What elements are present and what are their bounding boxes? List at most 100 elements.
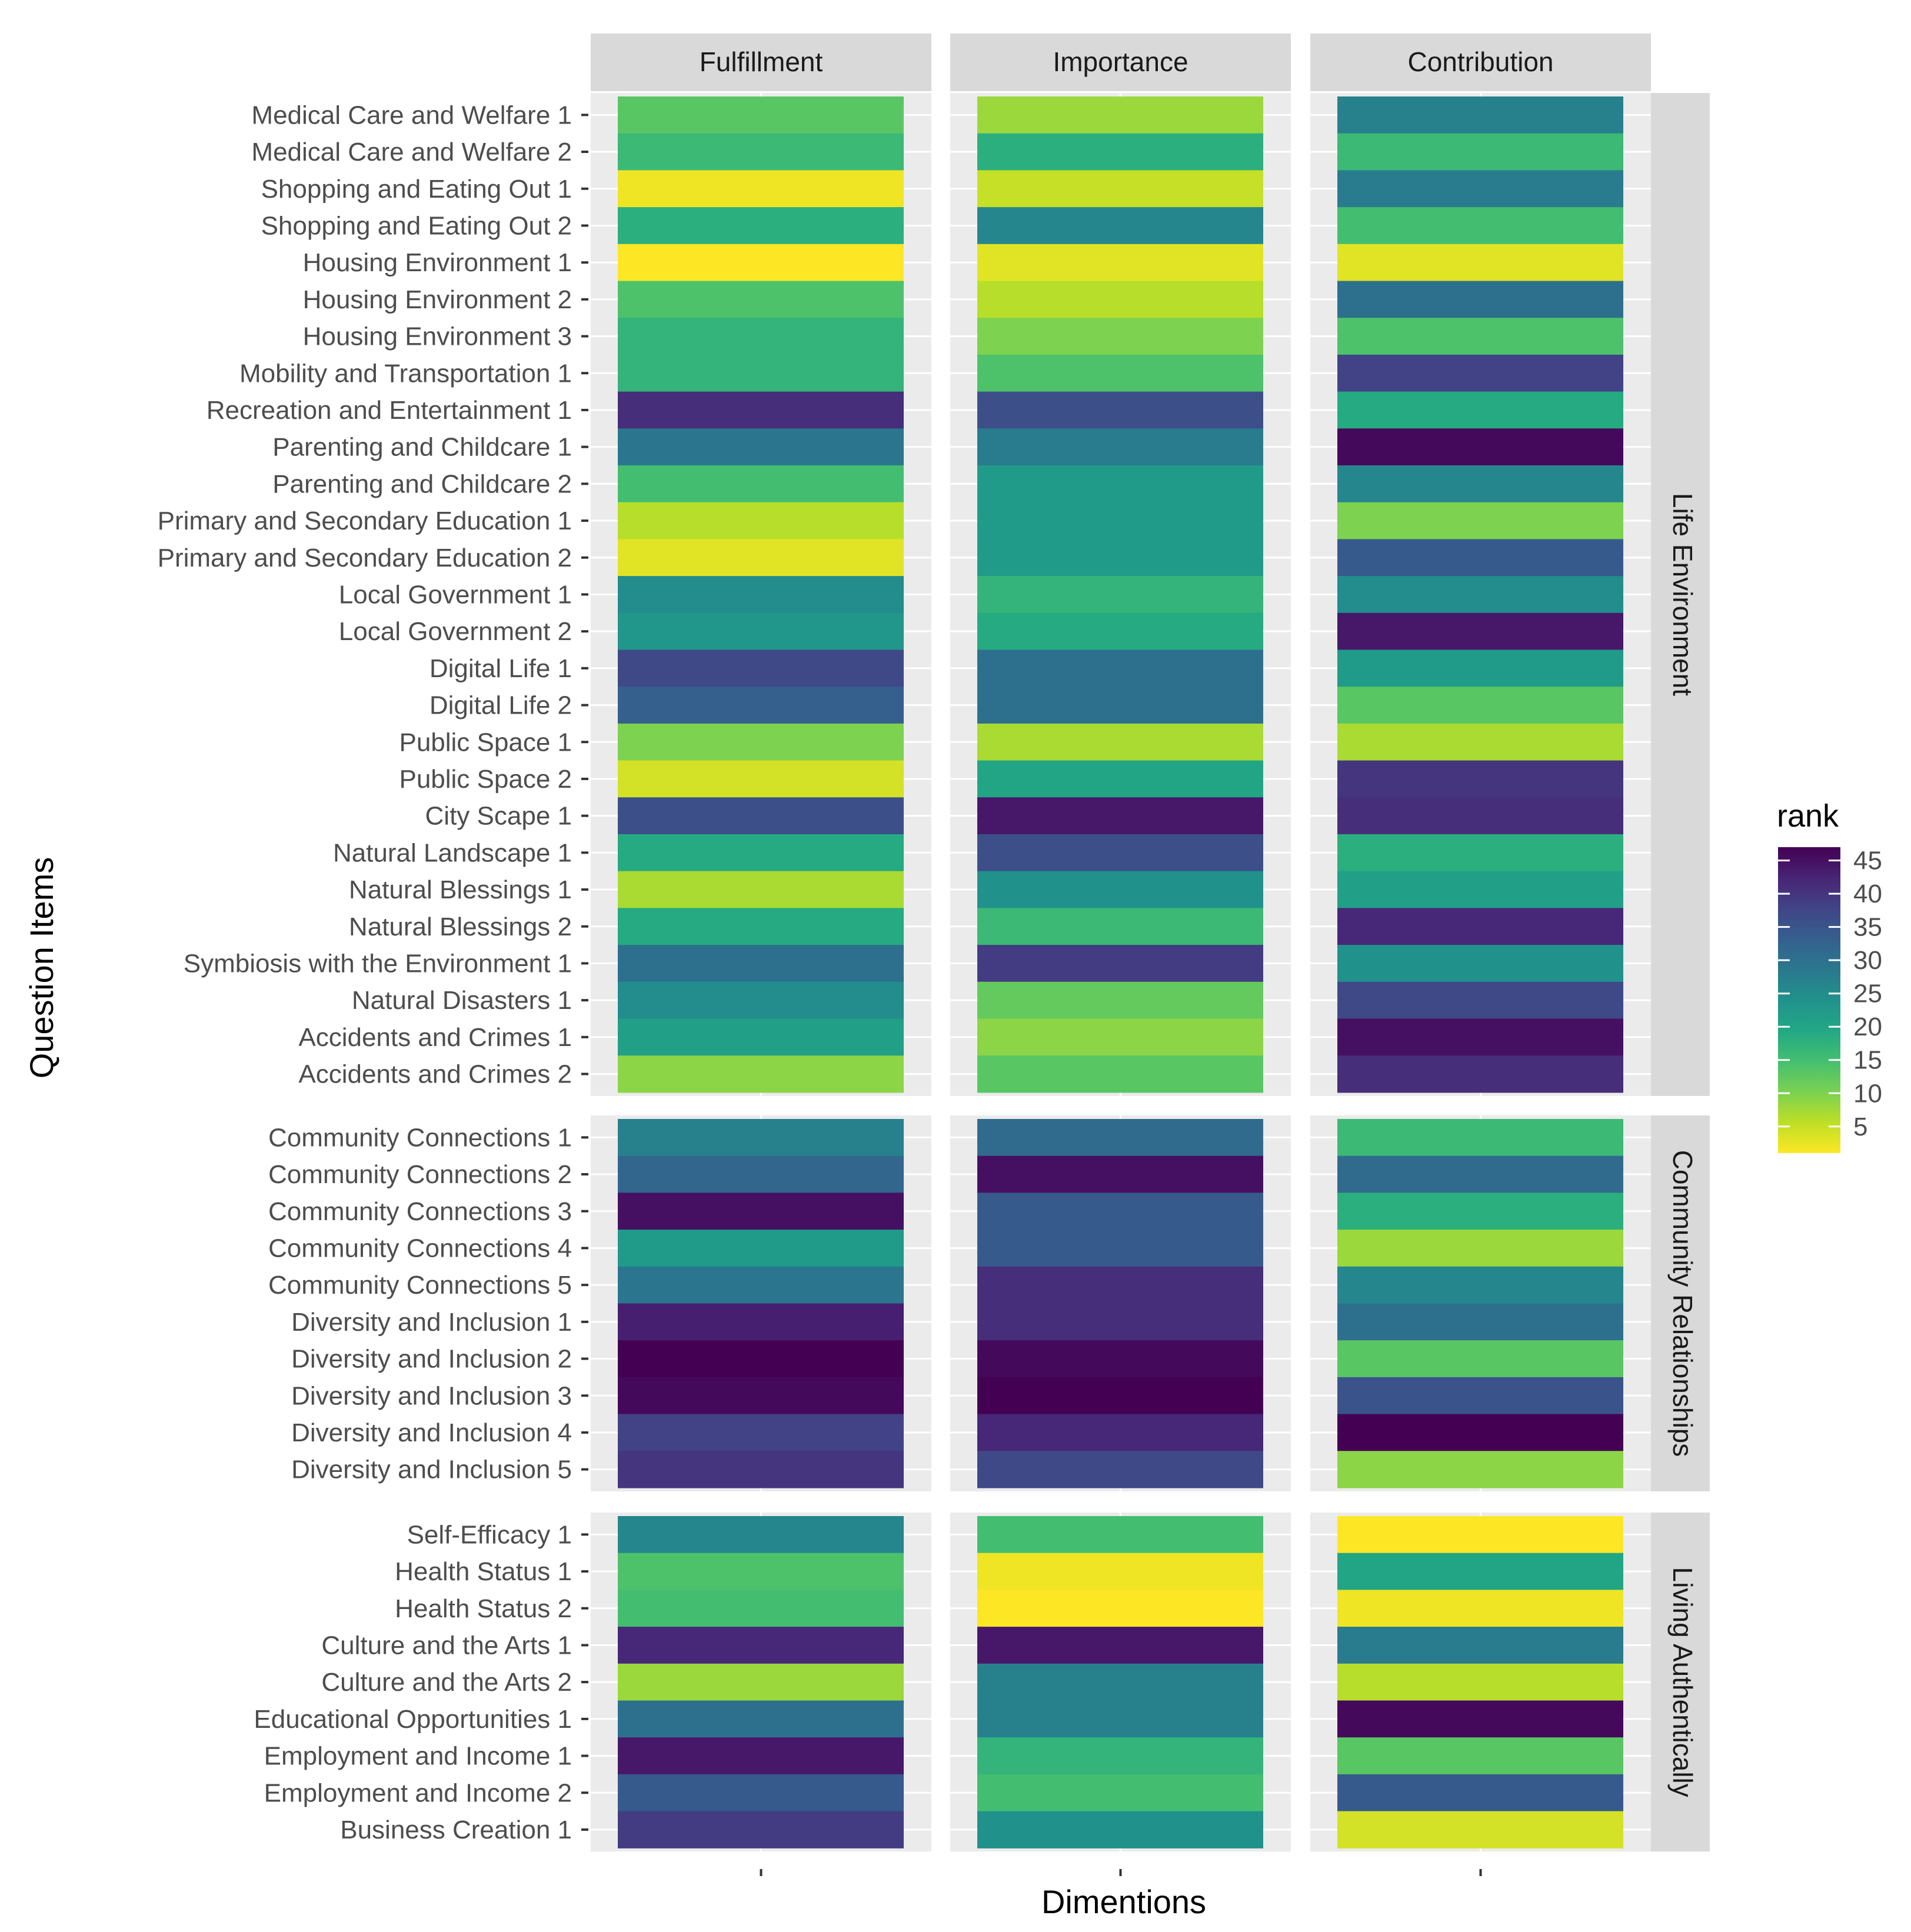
y-tick-label: Employment and Income 1 bbox=[264, 1742, 572, 1771]
legend-tick-label: 35 bbox=[1853, 913, 1882, 942]
x-axis bbox=[760, 1869, 1482, 1876]
heatmap-tile bbox=[1337, 871, 1623, 908]
y-tick-label: Parenting and Childcare 2 bbox=[272, 469, 572, 498]
panel-strip-bg bbox=[1651, 1115, 1710, 1491]
y-tick-label: City Scape 1 bbox=[425, 802, 572, 831]
heatmap-tile bbox=[618, 318, 904, 355]
facet-strips: Life Environment Community Relationships L… bbox=[591, 34, 1710, 1852]
heatmap-tile bbox=[618, 1553, 904, 1590]
heatmap-tile bbox=[977, 428, 1263, 466]
panel-1-col-0 bbox=[591, 1115, 931, 1491]
heatmap-tile bbox=[1337, 502, 1623, 539]
column-strip-label: Importance bbox=[1053, 46, 1188, 77]
legend-tick-label: 40 bbox=[1853, 880, 1882, 908]
y-tick-label: Community Connections 3 bbox=[268, 1197, 572, 1226]
y-tick-label: Community Connections 5 bbox=[268, 1271, 572, 1300]
y-tick-label: Housing Environment 1 bbox=[303, 248, 572, 277]
heatmap-tile bbox=[977, 1377, 1263, 1415]
y-tick-label: Natural Blessings 2 bbox=[349, 912, 572, 941]
heatmap-tile bbox=[1337, 1414, 1623, 1451]
heatmap-tile bbox=[1337, 170, 1623, 208]
heatmap-tile bbox=[1337, 1627, 1623, 1664]
heatmap-tile bbox=[618, 687, 904, 724]
y-tick-label: Health Status 2 bbox=[395, 1594, 572, 1623]
y-axis: Medical Care and Welfare 1 Medical Care a… bbox=[158, 101, 588, 1844]
heatmap-tile bbox=[977, 760, 1263, 798]
y-tick-label: Community Connections 4 bbox=[268, 1234, 572, 1263]
column-strip-label: Contribution bbox=[1407, 46, 1553, 77]
panel-0-col-0 bbox=[591, 93, 931, 1096]
heatmap-tile bbox=[1337, 834, 1623, 872]
heatmap-tile bbox=[1337, 354, 1623, 392]
heatmap-tile bbox=[618, 760, 904, 798]
y-tick-label: Public Space 2 bbox=[399, 765, 572, 794]
panel-grid bbox=[591, 93, 1651, 1852]
y-tick-label: Employment and Income 2 bbox=[264, 1778, 572, 1807]
y-tick-label: Self-Efficacy 1 bbox=[407, 1520, 572, 1549]
heatmap-tile bbox=[977, 1266, 1263, 1304]
heatmap-tile bbox=[1337, 539, 1623, 577]
heatmap-tile bbox=[1337, 1700, 1623, 1738]
heatmap-tile bbox=[618, 244, 904, 282]
heatmap-tile bbox=[618, 945, 904, 982]
heatmap-tile bbox=[1337, 1192, 1623, 1230]
panel-strip: Living Authentically bbox=[1651, 1513, 1710, 1852]
panel-strip-bg bbox=[1651, 93, 1710, 1096]
heatmap-tile bbox=[1337, 1737, 1623, 1775]
heatmap-tile bbox=[618, 834, 904, 872]
column-strip-bg bbox=[591, 34, 931, 91]
panel-strip-bg bbox=[1651, 1513, 1710, 1852]
y-tick-label: Housing Environment 3 bbox=[303, 322, 572, 351]
heatmap-tile bbox=[977, 1340, 1263, 1378]
heatmap-tile bbox=[618, 1627, 904, 1664]
heatmap-tile bbox=[1337, 244, 1623, 282]
heatmap-tile bbox=[618, 1303, 904, 1341]
legend-tick-label: 20 bbox=[1853, 1012, 1882, 1041]
heatmap-tile bbox=[1337, 760, 1623, 798]
heatmap-tile bbox=[977, 649, 1263, 687]
heatmap-tile bbox=[618, 1266, 904, 1304]
heatmap-tile bbox=[977, 723, 1263, 761]
heatmap-tile bbox=[977, 612, 1263, 651]
heatmap-tile bbox=[1337, 1230, 1623, 1267]
heatmap-tile bbox=[1337, 1516, 1623, 1554]
y-tick-label: Diversity and Inclusion 1 bbox=[291, 1308, 572, 1337]
y-tick-label: Local Government 1 bbox=[339, 580, 572, 609]
y-tick-label: Diversity and Inclusion 2 bbox=[291, 1345, 572, 1374]
heatmap-tile bbox=[1337, 945, 1623, 982]
y-tick-label: Mobility and Transportation 1 bbox=[239, 359, 572, 388]
y-tick-label: Community Connections 2 bbox=[268, 1160, 572, 1189]
heatmap-tile bbox=[618, 539, 904, 577]
y-tick-label: Recreation and Entertainment 1 bbox=[207, 396, 572, 425]
heatmap-tile bbox=[618, 502, 904, 539]
heatmap-tile bbox=[1337, 1303, 1623, 1341]
heatmap-tile bbox=[1337, 1553, 1623, 1590]
heatmap-tile bbox=[977, 1119, 1263, 1157]
column-strip-bg bbox=[950, 34, 1291, 91]
heatmap-tile bbox=[977, 1230, 1263, 1267]
y-tick-label: Accidents and Crimes 2 bbox=[298, 1060, 572, 1089]
legend-tick-label: 25 bbox=[1853, 980, 1882, 1008]
y-tick-label: Accidents and Crimes 1 bbox=[298, 1023, 572, 1052]
heatmap-tile bbox=[1337, 1451, 1623, 1488]
y-tick-label: Medical Care and Welfare 1 bbox=[251, 101, 572, 129]
heatmap-tile bbox=[618, 428, 904, 466]
heatmap-tile bbox=[1337, 1774, 1623, 1812]
heatmap-tile bbox=[618, 1192, 904, 1230]
heatmap-tile bbox=[618, 1340, 904, 1378]
heatmap-tile bbox=[1337, 1811, 1623, 1848]
heatmap-tile bbox=[977, 207, 1263, 245]
heatmap-tile bbox=[977, 1155, 1263, 1193]
y-tick-label: Culture and the Arts 1 bbox=[321, 1631, 572, 1660]
legend-tick-label: 10 bbox=[1853, 1079, 1882, 1108]
panel-1-col-2 bbox=[1310, 1115, 1651, 1491]
panel-strip-label: Life Environment bbox=[1667, 493, 1698, 696]
heatmap-tile bbox=[618, 797, 904, 835]
heatmap-tile bbox=[618, 170, 904, 208]
heatmap-tile bbox=[618, 723, 904, 761]
y-tick-label: Primary and Secondary Education 1 bbox=[158, 507, 572, 535]
heatmap-tile bbox=[618, 576, 904, 614]
heatmap-tile bbox=[618, 649, 904, 687]
heatmap-tile bbox=[618, 1230, 904, 1267]
